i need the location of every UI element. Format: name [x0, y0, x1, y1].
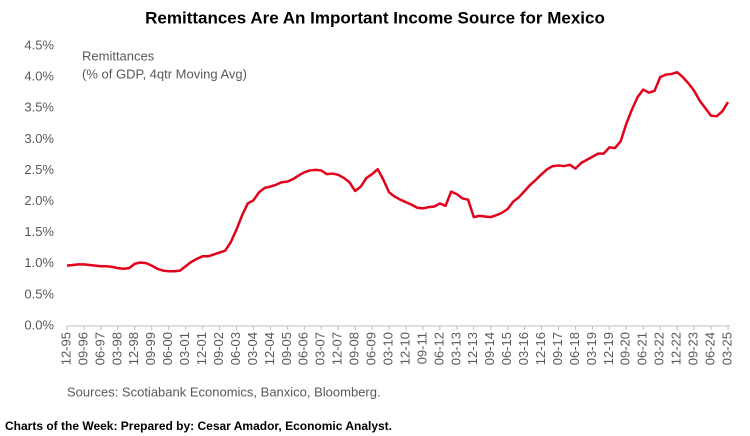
- x-tick-label: 03-22: [652, 332, 667, 365]
- x-tick-label: 03-98: [109, 332, 124, 365]
- x-tick-label: 03-16: [516, 332, 531, 365]
- x-tick-label: 06-03: [228, 332, 243, 365]
- footer: Charts of the Week: Prepared by: Cesar A…: [5, 419, 392, 433]
- x-tick-label: 12-95: [58, 332, 73, 365]
- chart-title: Remittances Are An Important Income Sour…: [145, 8, 605, 27]
- x-tick-label: 12-01: [194, 332, 209, 365]
- x-tick-label: 03-25: [719, 332, 734, 365]
- y-tick-label: 2.0%: [24, 193, 54, 208]
- line: [66, 70, 730, 273]
- y-tick-label: 3.5%: [24, 100, 54, 115]
- x-tick-label: 09-08: [347, 332, 362, 365]
- x-tick-label: 12-07: [330, 332, 345, 365]
- x-tick-label: 06-12: [431, 332, 446, 365]
- x-tick-label: 09-20: [618, 332, 633, 365]
- x-tick-label: 03-01: [177, 332, 192, 365]
- x-tick-label: 06-21: [635, 332, 650, 365]
- annotation: (% of GDP, 4qtr Moving Avg): [82, 66, 247, 81]
- x-tick-label: 09-99: [143, 332, 158, 365]
- x-tick-label: 06-15: [499, 332, 514, 365]
- y-tick-label: 2.5%: [24, 162, 54, 177]
- x-tick-label: 03-19: [584, 332, 599, 365]
- x-tick-label: 06-00: [160, 332, 175, 365]
- y-tick-label: 0.5%: [24, 286, 54, 301]
- series-label: Remittances: [82, 48, 155, 63]
- y-tick-label: 1.5%: [24, 224, 54, 239]
- x-tick-label: 09-11: [414, 332, 429, 364]
- source: Sources: Scotiabank Economics, Banxico, …: [67, 384, 381, 399]
- x-tick-label: 06-09: [364, 332, 379, 365]
- y-tick-label: 1.0%: [24, 255, 54, 270]
- x-tick-label: 12-10: [397, 332, 412, 365]
- x-tick-label: 12-04: [262, 332, 277, 365]
- x-tick-label: 06-18: [567, 332, 582, 365]
- x-tick-label: 06-97: [92, 332, 107, 365]
- y-tick-label: 4.5%: [24, 37, 54, 52]
- x-tick-label: 03-10: [380, 332, 395, 365]
- x-tick-label: 12-13: [465, 332, 480, 365]
- y-tick-label: 3.0%: [24, 131, 54, 146]
- x-tick-label: 03-13: [448, 332, 463, 365]
- x-tick-label: 12-22: [669, 332, 684, 365]
- y-tick-label: 4.0%: [24, 69, 54, 84]
- x-tick-label: 06-06: [296, 332, 311, 365]
- y-tick-label: 0.0%: [24, 317, 54, 332]
- x-tick-label: 12-16: [533, 332, 548, 365]
- x-tick-label: 09-14: [482, 332, 497, 365]
- x-tick-label: 03-04: [245, 332, 260, 365]
- x-tick-label: 09-17: [550, 332, 565, 365]
- x-tick-label: 09-96: [75, 332, 90, 365]
- x-tick-label: 09-05: [279, 332, 294, 365]
- x-tick-label: 03-07: [313, 332, 328, 365]
- x-tick-label: 12-98: [126, 332, 141, 365]
- x-tick-label: 06-24: [702, 332, 717, 365]
- x-tick-label: 12-19: [601, 332, 616, 365]
- x-tick-label: 09-02: [211, 332, 226, 365]
- x-tick-label: 09-23: [686, 332, 701, 365]
